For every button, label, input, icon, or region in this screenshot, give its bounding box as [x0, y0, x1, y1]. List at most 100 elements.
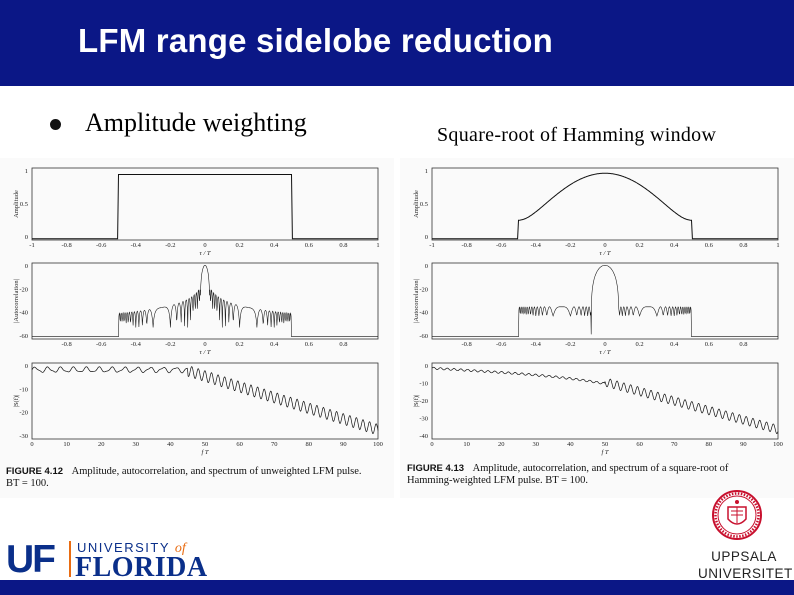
figL-sp-xtick: 0: [30, 441, 33, 448]
figR-ac-xtick: 0.8: [739, 341, 747, 348]
figL-sp-xtick: 50: [202, 441, 209, 448]
figR-ac-ytick: -60: [419, 333, 428, 340]
figL-amp-panel: 10.50-1 -0.8 -0.6 -0.4 -0.2 0 0.2 0.4 0.6 0.8 1τ /…: [13, 167, 380, 257]
figL-sp-frame: [31, 362, 379, 440]
figL-amp-xtick: 0.2: [236, 242, 244, 249]
figL-amp-frame: [31, 167, 379, 241]
figL-sp-ytick: 0: [25, 363, 28, 370]
figR-amp-xtick: -0.8: [461, 242, 471, 249]
figR-sp-xlabel: f T: [601, 449, 608, 456]
figL-amp-curve: [32, 174, 378, 240]
figure-left-caption-line2: BT = 100.: [6, 478, 49, 489]
uppsala-line1: UPPSALA: [711, 549, 777, 564]
figL-amp-xtick: 1: [376, 242, 379, 249]
slide-title: LFM range sidelobe reduction: [78, 22, 553, 59]
figR-ac-ylabel: |Autocorrelation|: [413, 279, 420, 323]
bullet-item: Amplitude weighting: [50, 108, 307, 138]
figL-amp-xtick: 0.4: [270, 242, 279, 249]
figL-ac-ytick: -20: [19, 286, 28, 293]
figL-ac-xlabel: τ / T: [200, 349, 211, 356]
figR-ac-xtick: -0.6: [496, 341, 507, 348]
figR-sp-xtick: 90: [740, 441, 747, 448]
uf-logo: UF UNIVERSITY of FLORIDA: [6, 538, 208, 584]
figR-ac-ytick: -40: [419, 310, 428, 317]
figL-sp-xtick: 80: [306, 441, 313, 448]
figL-sp-xtick: 70: [271, 441, 278, 448]
figR-sp-xtick: 50: [602, 441, 609, 448]
figure-right-caption: FIGURE 4.13 Amplitude, autocorrelation, …: [407, 463, 787, 487]
figL-ac-panel: 0 -20 -40 -60 -0.8 -0.6 -0.4 -0.2 0 0.2 0.4 0.6 0.8 τ…: [13, 262, 379, 356]
figR-ac-curve: [432, 265, 778, 337]
right-figure-heading: Square-root of Hamming window: [437, 124, 717, 146]
footer-bar: [0, 580, 794, 595]
figR-sp-xtick: 10: [463, 441, 470, 448]
figR-amp-xtick: 1: [776, 242, 779, 249]
figL-ac-xtick: -0.2: [165, 341, 175, 348]
figure-unweighted-plots: 10.50-1 -0.8 -0.6 -0.4 -0.2 0 0.2 0.4 0.6 0.8 1τ /…: [13, 167, 383, 456]
figR-ac-xlabel: τ / T: [600, 349, 611, 356]
figL-amp-xtick: -0.2: [165, 242, 175, 249]
figR-ac-xtick: -0.8: [461, 341, 471, 348]
figR-amp-xtick: -0.6: [496, 242, 507, 249]
figL-amp-xtick: -0.4: [131, 242, 142, 249]
figure-sqrt-hamming-plots: 10.50-1 -0.8 -0.6 -0.4 -0.2 0 0.2 0.4 0.6 0.8 1τ /…: [413, 167, 783, 456]
figL-sp-ytick: -30: [19, 433, 28, 440]
figL-ac-ytick: 0: [25, 263, 28, 270]
uppsala-seal-icon: [712, 490, 762, 540]
figL-ac-ytick: -40: [19, 310, 28, 317]
figR-ac-xtick: 0.2: [636, 341, 644, 348]
figL-amp-ylabel: Amplitude: [13, 190, 20, 218]
figL-sp-xtick: 60: [236, 441, 243, 448]
figL-ac-xtick: -0.4: [131, 341, 142, 348]
figR-ac-frame: [431, 262, 779, 340]
figR-sp-xtick: 0: [430, 441, 433, 448]
figL-sp-ylabel: |S(f)|: [13, 395, 20, 408]
figL-ac-ytick: -60: [19, 333, 28, 340]
uf-divider: [69, 541, 71, 577]
figR-amp-xlabel: τ / T: [600, 250, 611, 257]
figR-amp-panel: 10.50-1 -0.8 -0.6 -0.4 -0.2 0 0.2 0.4 0.6 0.8 1τ /…: [413, 167, 780, 257]
figR-sp-xtick: 30: [533, 441, 540, 448]
figR-sp-xtick: 60: [636, 441, 643, 448]
figL-ac-frame: [31, 262, 379, 340]
figR-ac-xtick: 0.6: [705, 341, 714, 348]
bullet-dot-icon: [50, 118, 61, 130]
figR-sp-ytick: -20: [419, 398, 428, 405]
figL-amp-xtick: 0.6: [305, 242, 314, 249]
figL-amp-xtick: 0.8: [339, 242, 347, 249]
figR-sp-frame: [431, 362, 779, 440]
figure-sqrt-hamming: 1 0.5 0 -1 -0.8 -0.6 -0.4 -0.2 0 0.2 0.4 0.6 0.8 1 τ /…: [400, 158, 794, 498]
figL-sp-xtick: 30: [133, 441, 140, 448]
figure-right-caption-text: Amplitude, autocorrelation, and spectrum…: [472, 463, 729, 474]
figR-amp-xtick: 0: [603, 242, 606, 249]
figL-sp-xtick: 40: [167, 441, 174, 448]
figL-amp-xlabel: τ / T: [200, 250, 211, 257]
figure-right-caption-line2: Hamming-weighted LFM pulse. BT = 100.: [407, 475, 589, 486]
uf-florida-text: FLORIDA: [75, 552, 208, 583]
figL-sp-xtick: 10: [63, 441, 70, 448]
figR-amp-ytick: 0.5: [420, 201, 428, 208]
figR-sp-xtick: 40: [567, 441, 574, 448]
uppsala-wordmark: UPPSALA UNIVERSITET: [698, 548, 792, 582]
figL-sp-curve: [31, 366, 379, 435]
figL-amp-ytick: 1: [25, 168, 28, 175]
figR-sp-ytick: -30: [419, 416, 428, 423]
figR-sp-ytick: -10: [419, 381, 428, 388]
figL-sp-ytick: -20: [19, 410, 28, 417]
figL-amp-ytick: 0: [25, 234, 28, 241]
figL-amp-xtick: -0.6: [96, 242, 107, 249]
figR-ac-panel: 0 -20 -40 -60 -0.8 -0.6 -0.4 -0.2 0 0.2 0.4 0.6 0.8 τ…: [413, 262, 779, 356]
figL-ac-xtick: -0.8: [61, 341, 71, 348]
figR-ac-xtick: -0.4: [531, 341, 542, 348]
uf-mark: UF: [6, 538, 56, 581]
figR-sp-ylabel: |S(f)|: [413, 395, 420, 408]
figL-sp-xtick: 100: [373, 441, 383, 448]
figR-ac-xtick: 0: [603, 341, 606, 348]
figR-sp-ytick: -40: [419, 433, 428, 440]
uf-university-text: UNIVERSITY of: [77, 540, 186, 556]
figL-ac-xtick: -0.6: [96, 341, 107, 348]
figR-amp-ytick: 0: [425, 234, 428, 241]
figR-sp-xtick: 20: [498, 441, 505, 448]
